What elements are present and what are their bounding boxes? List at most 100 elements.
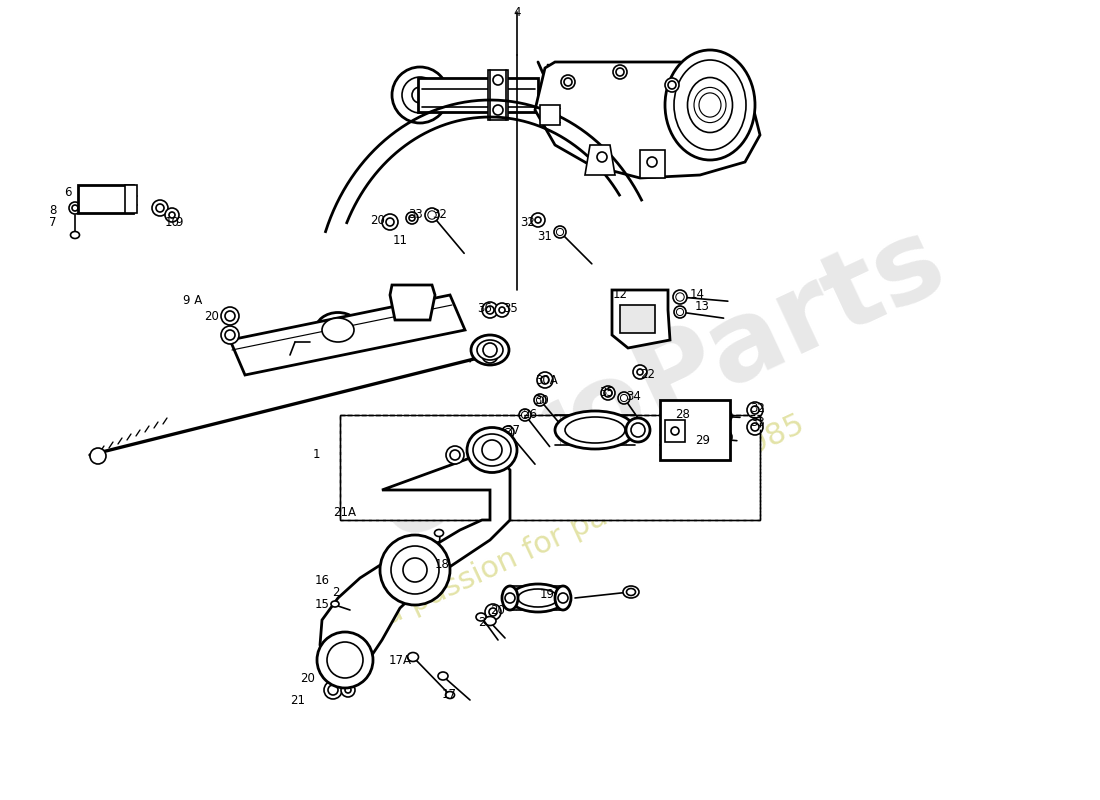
Bar	[620, 305, 654, 333]
Circle shape	[392, 67, 448, 123]
Circle shape	[90, 448, 106, 464]
Circle shape	[676, 308, 683, 315]
Text: 21A: 21A	[333, 506, 356, 519]
Ellipse shape	[438, 672, 448, 680]
Polygon shape	[640, 150, 666, 178]
Text: 13: 13	[695, 301, 710, 314]
Text: 20: 20	[490, 603, 505, 617]
Circle shape	[482, 347, 498, 363]
Circle shape	[505, 593, 515, 603]
Text: 34: 34	[626, 390, 641, 403]
Circle shape	[692, 412, 698, 418]
Circle shape	[747, 402, 763, 418]
Circle shape	[647, 157, 657, 167]
Circle shape	[535, 217, 541, 223]
Text: 17: 17	[442, 689, 456, 702]
Circle shape	[69, 202, 81, 214]
Circle shape	[666, 78, 679, 92]
Circle shape	[502, 426, 514, 438]
Polygon shape	[535, 62, 760, 178]
Circle shape	[406, 212, 418, 224]
Text: 26: 26	[522, 409, 537, 422]
Ellipse shape	[694, 87, 726, 122]
Ellipse shape	[518, 589, 558, 607]
Circle shape	[751, 423, 759, 431]
Ellipse shape	[433, 564, 443, 572]
Circle shape	[495, 303, 509, 317]
Polygon shape	[612, 290, 670, 348]
Ellipse shape	[471, 335, 509, 365]
Bar	[78, 185, 133, 213]
Circle shape	[668, 81, 676, 89]
Ellipse shape	[468, 427, 517, 473]
Text: 28: 28	[675, 409, 690, 422]
Circle shape	[390, 546, 439, 594]
Text: 15: 15	[315, 598, 330, 611]
Text: 32: 32	[520, 217, 535, 230]
Circle shape	[221, 326, 239, 344]
Ellipse shape	[446, 691, 454, 698]
Text: 36: 36	[477, 302, 492, 314]
Circle shape	[483, 343, 497, 357]
Circle shape	[226, 330, 235, 340]
Circle shape	[558, 593, 568, 603]
Circle shape	[379, 535, 450, 605]
Bar	[418, 78, 538, 112]
Circle shape	[169, 212, 175, 218]
Ellipse shape	[666, 50, 755, 160]
Polygon shape	[585, 145, 615, 175]
Circle shape	[221, 307, 239, 325]
Ellipse shape	[674, 60, 746, 150]
Ellipse shape	[688, 78, 733, 133]
Circle shape	[692, 434, 698, 440]
Circle shape	[601, 386, 615, 400]
Polygon shape	[320, 450, 510, 665]
Circle shape	[673, 290, 688, 304]
Circle shape	[482, 302, 498, 318]
Circle shape	[428, 210, 437, 219]
Circle shape	[604, 389, 612, 397]
Ellipse shape	[510, 584, 565, 612]
Circle shape	[690, 410, 700, 420]
Circle shape	[165, 208, 179, 222]
Circle shape	[493, 75, 503, 85]
Ellipse shape	[623, 586, 639, 598]
Text: 33: 33	[408, 209, 422, 222]
Ellipse shape	[631, 423, 645, 437]
Text: 21: 21	[290, 694, 305, 706]
Ellipse shape	[476, 613, 486, 621]
Polygon shape	[230, 295, 465, 375]
Text: euroParts: euroParts	[360, 206, 960, 562]
Text: 33: 33	[750, 415, 764, 429]
Circle shape	[324, 681, 342, 699]
Text: 12: 12	[613, 289, 628, 302]
Circle shape	[226, 311, 235, 321]
Circle shape	[722, 434, 728, 440]
Circle shape	[152, 200, 168, 216]
Circle shape	[328, 685, 338, 695]
Ellipse shape	[331, 601, 339, 607]
Circle shape	[341, 683, 355, 697]
Text: 20: 20	[300, 671, 315, 685]
Ellipse shape	[502, 586, 518, 610]
Circle shape	[156, 204, 164, 212]
Circle shape	[482, 440, 502, 460]
Text: 31: 31	[537, 230, 552, 243]
Circle shape	[557, 229, 563, 235]
Circle shape	[505, 429, 512, 435]
Text: 32: 32	[432, 209, 447, 222]
Circle shape	[751, 406, 759, 414]
Text: 7: 7	[50, 215, 57, 229]
Bar	[340, 415, 760, 520]
Bar	[488, 70, 508, 120]
Circle shape	[317, 632, 373, 688]
Ellipse shape	[565, 417, 625, 443]
Circle shape	[554, 226, 566, 238]
Ellipse shape	[407, 653, 418, 662]
Text: 22: 22	[640, 369, 654, 382]
Circle shape	[446, 446, 464, 464]
Circle shape	[521, 411, 529, 418]
Circle shape	[345, 687, 351, 693]
Ellipse shape	[627, 589, 636, 595]
Circle shape	[541, 376, 549, 384]
